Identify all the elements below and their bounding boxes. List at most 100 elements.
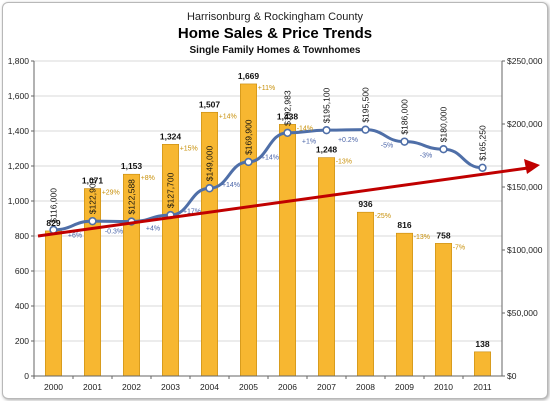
x-tick-label: 2010 — [434, 382, 453, 392]
price-marker — [478, 163, 487, 172]
price-change-label: +4% — [146, 225, 160, 232]
bar-change-label: +29% — [102, 190, 120, 197]
price-value-label: $180,000 — [439, 106, 449, 142]
bar-change-label: -25% — [375, 213, 391, 220]
x-tick-label: 2002 — [122, 382, 141, 392]
x-tick-label: 2003 — [161, 382, 180, 392]
bar — [84, 188, 101, 377]
bar-change-label: -13% — [336, 159, 352, 166]
price-marker — [205, 184, 214, 193]
y-left-tick-label: 600 — [15, 266, 29, 276]
bar-value-label: 758 — [436, 230, 450, 240]
price-marker — [322, 125, 331, 135]
x-tick-label: 2000 — [44, 382, 63, 392]
price-change-label: -3% — [420, 152, 432, 159]
price-value-label: $127,700 — [166, 172, 176, 208]
x-tick-label: 2001 — [83, 382, 102, 392]
price-change-label: +17% — [183, 209, 201, 216]
y-left-tick-label: 1,200 — [8, 161, 30, 171]
bar — [318, 157, 335, 377]
price-series — [49, 125, 487, 235]
y-left-tick-label: 400 — [15, 301, 29, 311]
x-tick-label: 2005 — [239, 382, 258, 392]
x-tick-label: 2007 — [317, 382, 336, 392]
trend-arrow — [37, 159, 540, 238]
bar-value-label: 1,248 — [316, 145, 338, 155]
data-labels: 829 1,071 1,153 1,324 1,507 1,669 1,438 1,248 93… — [46, 71, 489, 349]
bar-change-label: +14% — [219, 113, 237, 120]
price-value-label: $195,100 — [322, 87, 332, 123]
price-value-label: $169,900 — [244, 119, 254, 155]
y-left-tick-label: 200 — [15, 336, 29, 346]
bar-value-label: 1,669 — [238, 71, 260, 81]
y-left-tick-label: 800 — [15, 231, 29, 241]
axes: 0 200 400 600 800 1,000 1,200 1,400 1,600 1,800 $0… — [8, 56, 543, 392]
price-value-label: $192,983 — [283, 90, 293, 126]
price-value-label: $149,000 — [205, 146, 215, 182]
y-left-tick-label: 1,600 — [8, 91, 30, 101]
price-change-label: +0.2% — [338, 137, 358, 144]
y-right-tick-label: $250,000 — [507, 56, 543, 66]
bar — [396, 232, 413, 377]
price-change-label: -5% — [381, 143, 393, 150]
price-value-label: $116,000 — [49, 188, 59, 223]
bar-value-label: 1,438 — [277, 111, 299, 121]
bar-value-label: 816 — [397, 220, 411, 230]
price-value-label: $122,588 — [127, 179, 137, 215]
bar-value-label: 138 — [475, 339, 489, 349]
bar — [435, 243, 452, 377]
price-marker — [88, 216, 97, 226]
y-right-tick-label: $200,000 — [507, 119, 543, 129]
x-tick-label: 2004 — [200, 382, 219, 392]
bar-value-label: 829 — [46, 218, 60, 228]
price-marker — [361, 125, 370, 134]
gridlines — [34, 60, 502, 342]
bar-value-label: 1,071 — [82, 176, 104, 186]
y-right-tick-label: $0 — [507, 371, 517, 381]
price-change-label: +1% — [302, 139, 316, 146]
price-value-label: $195,500 — [361, 87, 371, 123]
y-left-tick-label: 0 — [24, 371, 29, 381]
bar-value-label: 1,153 — [121, 161, 143, 171]
bar-change-label: +8% — [141, 175, 155, 182]
bar-value-label: 1,324 — [160, 131, 182, 141]
bar — [45, 230, 62, 377]
price-change-label: -0.3% — [105, 228, 123, 235]
y-left-tick-label: 1,800 — [8, 56, 30, 66]
price-change-label: +14% — [261, 154, 279, 161]
y-right-tick-label: $50,000 — [507, 308, 538, 318]
bar — [474, 351, 491, 377]
price-value-label: $186,000 — [400, 99, 410, 135]
bar-change-label: -7% — [453, 244, 465, 251]
price-value-label: $165,250 — [478, 125, 488, 161]
x-tick-label: 2009 — [395, 382, 414, 392]
price-marker — [439, 145, 448, 154]
bar-change-label: -14% — [297, 125, 313, 132]
trend-arrow-head — [524, 159, 540, 174]
y-left-tick-label: 1,400 — [8, 126, 30, 136]
price-marker — [400, 137, 409, 146]
x-tick-label: 2008 — [356, 382, 375, 392]
price-change-label: +14% — [222, 182, 240, 189]
price-marker — [244, 157, 253, 167]
y-left-tick-label: 1,000 — [8, 196, 30, 206]
bar — [357, 211, 374, 377]
y-right-tick-label: $150,000 — [507, 182, 543, 192]
bar-change-label: +11% — [258, 85, 276, 92]
bar-change-label: +15% — [180, 145, 198, 152]
x-tick-label: 2006 — [278, 382, 297, 392]
bar-series — [45, 83, 491, 377]
bar-value-label: 936 — [358, 199, 372, 209]
price-line — [53, 128, 483, 232]
bar — [279, 124, 296, 377]
x-tick-label: 2011 — [473, 382, 492, 392]
chart-supertitle: Harrisonburg & Rockingham County — [187, 11, 364, 23]
price-value-label: $122,900 — [88, 178, 98, 214]
price-change-label: +6% — [68, 232, 82, 239]
y-right-tick-label: $100,000 — [507, 245, 543, 255]
chart-title: Home Sales & Price Trends — [178, 25, 372, 42]
trend-arrow-shaft — [37, 166, 529, 238]
price-marker — [283, 128, 292, 138]
bar-change-label: -13% — [414, 234, 430, 241]
